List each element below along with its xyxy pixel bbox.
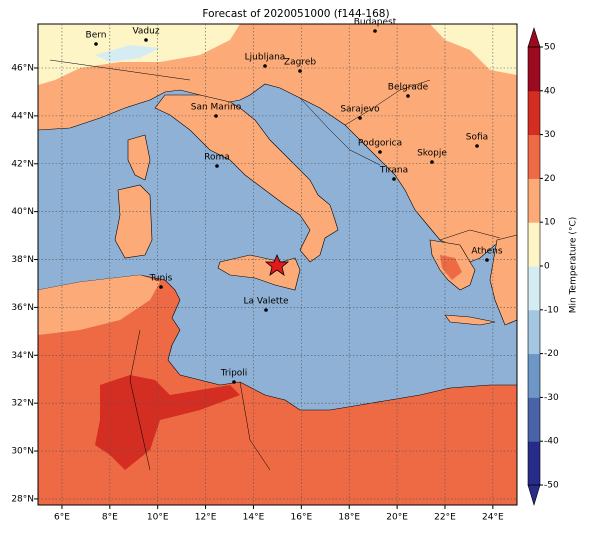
city-dot	[94, 42, 98, 46]
lon-tick-label: 20°E	[386, 513, 408, 523]
africa-hot	[95, 375, 240, 470]
colorbar-band	[528, 266, 540, 311]
africa-mild	[38, 275, 160, 335]
city-label: Zagreb	[284, 58, 316, 68]
city-label: Ljubljana	[245, 53, 286, 63]
colorbar-tick-label: -20	[544, 349, 559, 359]
colorbar-band	[528, 309, 540, 355]
colorbar-band	[528, 441, 540, 486]
greece-warm	[440, 255, 462, 280]
lat-tick-label: 30°N	[11, 447, 34, 457]
lon-tick-label: 8°E	[102, 513, 118, 523]
city-label: Athens	[471, 247, 502, 257]
lat-tick-label: 42°N	[11, 159, 34, 169]
map-frame	[37, 23, 518, 506]
sardinia	[114, 184, 153, 259]
colorbar-tick-label: 50	[544, 43, 556, 53]
colorbar-tick-label: -40	[544, 437, 559, 447]
city-dot	[215, 164, 219, 168]
city-label: Vaduz	[132, 27, 159, 37]
city-dot	[373, 29, 377, 33]
city-label: Roma	[204, 153, 230, 163]
city-dot	[232, 380, 236, 384]
colorbar-extend-top	[527, 27, 541, 48]
colorbar-band	[528, 353, 540, 398]
city-label: Tirana	[379, 166, 408, 176]
city-label: Belgrade	[388, 83, 429, 93]
borders	[49, 59, 501, 471]
lat-tick-label: 46°N	[11, 64, 34, 74]
city-dot	[144, 38, 148, 42]
turkey	[489, 234, 517, 326]
city-dot	[159, 285, 163, 289]
cold-east	[430, 24, 517, 75]
city-dot	[392, 177, 396, 181]
city-label: La Valette	[244, 297, 289, 307]
colorbar-band	[528, 134, 540, 179]
lon-tick-label: 18°E	[338, 513, 360, 523]
lon-tick-label: 16°E	[291, 513, 313, 523]
colorbar-tick-label: -30	[544, 393, 559, 403]
lon-tick-label: 22°E	[434, 513, 456, 523]
lon-tick-label: 10°E	[147, 513, 169, 523]
colorbar-tick-label: 20	[544, 174, 556, 184]
colorbar-extend-bottom	[527, 484, 541, 507]
crete	[444, 314, 496, 326]
lat-tick-label: 34°N	[11, 351, 34, 361]
city-dot	[475, 144, 479, 148]
colorbar-label: Min Temperature (°C)	[569, 217, 579, 314]
map-area	[38, 24, 517, 505]
star	[264, 253, 290, 276]
city-label: Sarajevo	[340, 105, 380, 115]
lat-tick-label: 38°N	[11, 255, 34, 265]
colorbar-tick-label: -50	[544, 481, 559, 491]
city-label: San Marino	[191, 103, 242, 113]
colorbar-band	[528, 47, 540, 92]
city-dot	[485, 258, 489, 262]
city-label: Sofia	[466, 133, 488, 143]
city-label: Skopje	[417, 149, 447, 159]
lat-tick-label: 40°N	[11, 207, 34, 217]
colorbar-tick-label: 40	[544, 86, 556, 96]
lat-tick-label: 32°N	[11, 399, 34, 409]
map-title: Forecast of 2020051000 (f144-168)	[202, 8, 389, 20]
city-dot	[378, 150, 382, 154]
city-label: Budapest	[354, 18, 397, 28]
lat-tick-label: 28°N	[11, 494, 34, 504]
colorbar-band	[528, 90, 540, 136]
lon-tick-label: 14°E	[243, 513, 265, 523]
colorbar-band	[528, 397, 540, 442]
lat-tick-label: 36°N	[11, 303, 34, 313]
city-label: Podgorica	[358, 139, 402, 149]
colorbar-tick-label: 30	[544, 130, 556, 140]
snow-patch	[95, 45, 160, 62]
city-label: Bern	[86, 31, 107, 41]
city-dot	[264, 308, 268, 312]
city-dot	[214, 114, 218, 118]
lon-tick-label: 12°E	[195, 513, 217, 523]
city-label: Tunis	[149, 274, 173, 284]
italy	[154, 94, 339, 263]
colorbar-tick-label: -10	[544, 305, 559, 315]
colorbar-tick-label: 10	[544, 218, 556, 228]
colorbar-tick-label: 0	[544, 262, 550, 272]
lon-tick-label: 6°E	[54, 513, 70, 523]
colorbar-band	[528, 222, 540, 267]
colorbar-band	[528, 178, 540, 223]
lon-tick-label: 24°E	[482, 513, 504, 523]
city-dot	[430, 160, 434, 164]
city-dot	[406, 94, 410, 98]
city-label: Tripoli	[220, 369, 248, 379]
corsica	[127, 134, 151, 181]
city-dot	[358, 116, 362, 120]
city-dot	[298, 69, 302, 73]
city-dot	[263, 64, 267, 68]
lat-tick-label: 44°N	[11, 111, 34, 121]
